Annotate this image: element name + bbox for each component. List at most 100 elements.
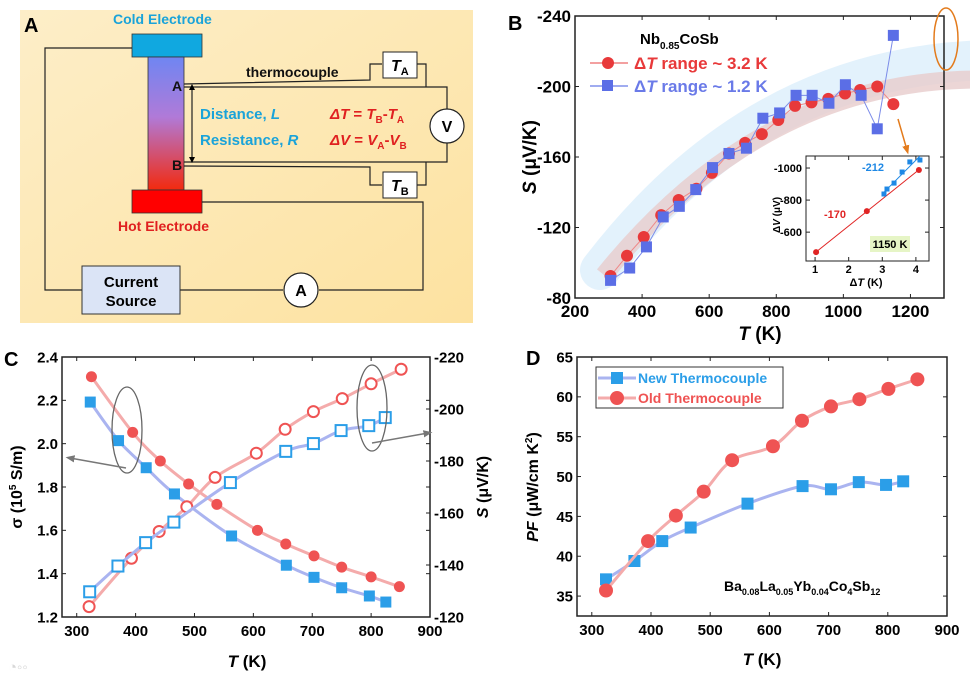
data-point-circle: [910, 372, 925, 387]
data-point-circle: [863, 208, 870, 215]
data-point-circle: [696, 484, 711, 499]
x-tick-label: 800: [762, 302, 790, 321]
data-point-square: [881, 191, 887, 197]
data-point-square: [690, 184, 702, 196]
legend-marker-circle: [602, 57, 614, 69]
chart-d-plot: 300 400 500 600 700 800 900 65 60 55 50 45 40 35: [556, 349, 959, 639]
data-point-square: [279, 444, 293, 458]
data-point-circle: [637, 231, 650, 244]
tb-label: TB: [391, 178, 409, 198]
chart-b-plot: 200 400 600 800 1000 1200 -240 -200 -160 -120 -80: [537, 7, 945, 321]
hot-electrode: [131, 189, 203, 214]
data-point-circle: [308, 550, 320, 562]
data-point-square: [363, 590, 375, 602]
hot-electrode-label: Hot Electrode: [118, 218, 209, 234]
x-tick-label: 400: [638, 622, 663, 639]
y-tick-label: 1.4: [37, 566, 59, 583]
data-point-circle: [620, 249, 633, 262]
data-point-circle: [794, 413, 809, 428]
data-point-circle: [668, 508, 683, 523]
data-point-square: [887, 29, 899, 41]
data-point-circle: [82, 600, 96, 614]
y-tick-label: 1.2: [37, 609, 58, 626]
thermocouple-label: thermocouple: [246, 64, 339, 80]
data-point-circle: [765, 439, 780, 454]
chart-d-compound-label: Ba0.08La0.05Yb0.04Co4Sb12: [724, 578, 880, 597]
legend-marker-square: [611, 372, 623, 384]
x-tick-label: 900: [417, 623, 442, 640]
x-tick-label: 700: [816, 622, 841, 639]
data-point-circle: [365, 571, 377, 583]
data-point-circle: [208, 470, 222, 484]
delta-v-equation: ΔV = VA-VB: [329, 132, 407, 152]
ammeter-icon: [283, 272, 319, 308]
x-tick-label: 2: [846, 264, 852, 276]
legend-label-1-2k: ΔT range ~ 1.2 K: [634, 77, 768, 96]
plot-frame: [576, 356, 948, 617]
x-tick-label: 600: [757, 622, 782, 639]
data-point-square: [741, 497, 754, 510]
data-point-square: [362, 419, 376, 433]
y-tick-label: -240: [537, 7, 571, 26]
point-a-label: A: [172, 78, 182, 94]
data-point-square: [673, 200, 685, 212]
x-tick-label: 400: [123, 623, 148, 640]
data-point-square: [605, 274, 617, 286]
panel-b-chart: B 200 400 600 800 1000 1200 -240 -200 -160 -120 -8…: [508, 7, 970, 345]
x-tick-label: 700: [300, 623, 325, 640]
panel-a-diagram: A Cold Electrode Hot Electrode A B therm…: [20, 10, 473, 323]
data-point-square: [839, 79, 851, 91]
data-point-square: [334, 424, 348, 438]
voltmeter-icon: [429, 108, 465, 144]
data-point-square: [917, 157, 923, 163]
data-point-square: [796, 480, 809, 493]
data-point-circle: [599, 583, 614, 598]
y-tick-label: -200: [434, 401, 464, 418]
inset-label-170: -170: [824, 209, 846, 221]
series-line: [90, 375, 400, 589]
x-tick-label: 800: [359, 623, 384, 640]
x-tick-label: 1: [812, 264, 818, 276]
ammeter-label: A: [295, 283, 307, 300]
circuit-wires: [44, 47, 448, 291]
data-point-circle: [813, 249, 820, 256]
x-tick-label: 900: [934, 622, 959, 639]
x-tick-label: 600: [695, 302, 723, 321]
data-point-square: [657, 211, 669, 223]
data-point-square: [140, 462, 152, 474]
data-point-circle: [183, 478, 195, 490]
data-point-circle: [915, 166, 922, 173]
panel-label-c: C: [4, 349, 18, 371]
chart-b-inset: 1 2 3 4 -1000 -800 -600: [774, 155, 929, 276]
x-tick-label: 600: [241, 623, 266, 640]
panel-c-chart: C 300 400 500 600 700 800 900 2.4 2.2 2.0 1.8 1.6 1.…: [4, 349, 492, 676]
voltmeter-label: V: [442, 119, 453, 136]
data-point-square: [899, 169, 905, 175]
data-point-square: [336, 582, 348, 594]
highlight-ellipse: [933, 7, 959, 71]
data-point-circle: [335, 392, 349, 406]
legend-label-new: New Thermocouple: [638, 370, 767, 386]
y-tick-label: 35: [556, 588, 573, 605]
data-point-square: [740, 142, 752, 154]
data-point-circle: [278, 422, 292, 436]
data-point-square: [226, 530, 238, 542]
chart-d-xlabel: T (K): [743, 650, 782, 669]
y-tick-label: -160: [537, 148, 571, 167]
legend-label-3-2k: ΔT range ~ 3.2 K: [634, 54, 768, 73]
legend-label-old: Old Thermocouple: [638, 390, 762, 406]
y-tick-label: -140: [434, 557, 464, 574]
data-point-circle: [127, 426, 139, 438]
distance-label: Distance, L: [200, 106, 280, 123]
data-point-square: [640, 241, 652, 253]
y-tick-label: 50: [556, 469, 573, 486]
chart-b-ylabel: S (μV/K): [520, 120, 541, 194]
y-tick-label: -220: [434, 349, 464, 366]
chart-c-ylabel-right: S (μV/K): [475, 456, 492, 518]
y-tick-label: -600: [780, 227, 802, 239]
data-point-circle: [306, 405, 320, 419]
data-point-square: [624, 262, 636, 274]
data-point-square: [380, 596, 392, 608]
data-point-square: [280, 559, 292, 571]
current-source-label-1: Current: [104, 274, 158, 291]
